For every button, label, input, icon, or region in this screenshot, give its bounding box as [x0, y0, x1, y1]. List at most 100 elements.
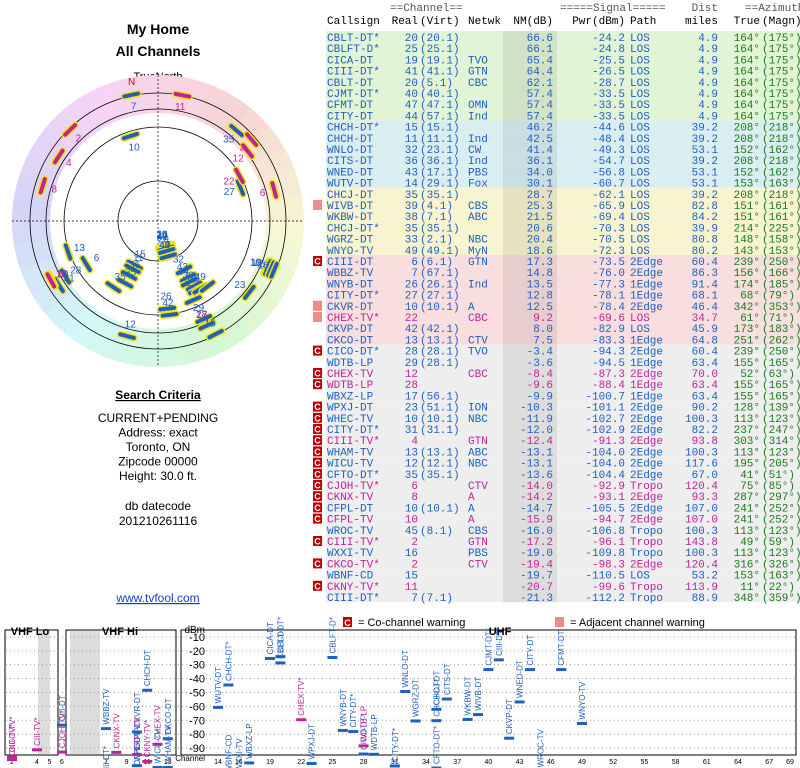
x-tick-label: 40	[485, 759, 493, 766]
station-label: CKNX-TV	[112, 713, 121, 749]
table-cell: -77.3	[592, 279, 625, 291]
table-cell: -14.0	[520, 481, 553, 493]
nm-column	[503, 31, 557, 603]
table-cell: -24.2	[592, 33, 625, 45]
table-cell: 35	[405, 470, 418, 482]
table-cell: (166°)	[762, 268, 800, 280]
station-label: CICO-DT*	[360, 714, 369, 750]
table-cell: Tropo	[630, 537, 663, 549]
table-cell: 251°	[734, 335, 760, 347]
table-cell: 214°	[734, 223, 760, 235]
table-cell: (5.1)	[420, 78, 453, 90]
co-channel-warning	[313, 345, 322, 356]
signal-marker	[184, 295, 202, 305]
power-bar	[275, 661, 286, 665]
search-line: Toronto, ON	[126, 440, 191, 454]
station-label: CKCO-DT	[164, 698, 173, 735]
marker-channel: 15	[135, 249, 147, 260]
table-cell: 2Edge	[630, 369, 663, 381]
row-background	[326, 187, 800, 199]
signal-marker	[63, 123, 78, 137]
table-cell: 17.3	[527, 257, 553, 269]
signal-marker	[234, 167, 245, 184]
table-cell: 241°	[734, 503, 760, 515]
table-cell: (8.1)	[420, 526, 453, 538]
adjacent-warning	[313, 200, 322, 210]
table-cell: -104.4	[585, 470, 625, 482]
row-background	[326, 154, 800, 166]
table-cell: (36.1)	[420, 156, 460, 168]
station-label: CBLFT-D*	[328, 617, 337, 653]
table-cell: 152°	[734, 145, 760, 157]
signal-marker	[59, 268, 72, 285]
co-channel-warning	[313, 536, 322, 546]
adjacent-warning	[313, 312, 322, 322]
table-cell: CITY-DT*	[327, 291, 380, 303]
station-label: WXXI-TV	[235, 738, 244, 768]
north-mark: N	[128, 77, 135, 88]
table-cell: (51.1)	[420, 403, 460, 415]
table-cell: (7.1)	[420, 212, 453, 224]
marker-channel: 15	[205, 318, 217, 329]
x-label: Channel	[175, 754, 205, 763]
table-cell: 2Edge	[630, 459, 663, 471]
column-header: Netwk	[468, 16, 501, 28]
table-cell: -9.9	[527, 391, 553, 403]
table-cell: (23.1)	[420, 145, 460, 157]
table-cell: 113°	[734, 548, 760, 560]
x-tick-label: 64	[734, 759, 742, 766]
table-cell: 15	[405, 571, 418, 583]
table-cell: 36	[405, 156, 418, 168]
signal-marker	[38, 177, 47, 195]
table-cell: ABC	[468, 212, 488, 224]
table-cell: 2Edge	[630, 425, 663, 437]
table-cell: 65.4	[527, 55, 554, 67]
signal-marker	[179, 272, 197, 283]
marker-channel: 28	[70, 265, 82, 276]
table-cell: 39.9	[692, 223, 718, 235]
station-label: CBLT-DT*	[276, 617, 285, 653]
table-cell: (15.1)	[420, 123, 460, 135]
row-background	[326, 512, 800, 524]
power-bar	[556, 668, 567, 672]
marker-channel: 29	[193, 303, 205, 314]
table-cell: -93.1	[592, 492, 625, 504]
table-cell: 128°	[734, 403, 760, 415]
table-cell: 20	[405, 78, 418, 90]
row-background	[326, 53, 800, 65]
table-cell: (67.1)	[420, 268, 460, 280]
table-cell: (161°)	[762, 212, 800, 224]
table-cell: TVO	[468, 55, 488, 67]
table-cell: -25.5	[592, 55, 625, 67]
table-cell: 27	[405, 291, 418, 303]
table-cell: 88.9	[692, 593, 718, 605]
marker-channel: 4	[66, 158, 72, 169]
row-background	[326, 568, 800, 580]
table-cell: 16	[405, 548, 418, 560]
table-cell: WBBZ-TV	[327, 268, 374, 280]
table-cell: CHCJ-DT*	[327, 223, 380, 235]
table-cell: CFTO-DT*	[327, 470, 380, 482]
table-cell: -87.3	[592, 369, 625, 381]
table-cell: (47.1)	[420, 100, 460, 112]
co-channel-warning	[313, 435, 322, 446]
table-cell: (162°)	[762, 167, 800, 179]
table-cell: 67.0	[692, 470, 718, 482]
co-channel-mark: C	[314, 425, 321, 435]
site-link[interactable]: www.tvfool.com	[115, 591, 199, 605]
table-cell: 4.9	[698, 33, 718, 45]
row-background	[326, 98, 800, 110]
station-label: CFMT-DT	[557, 630, 566, 665]
table-cell: -69.4	[592, 212, 625, 224]
compass-ring	[14, 171, 57, 203]
table-cell: 208°	[734, 123, 760, 135]
adjacent-warning	[313, 300, 322, 311]
marker-channel: 20	[156, 229, 168, 240]
table-cell: 7.5	[533, 335, 553, 347]
table-cell: CIII-DT*	[327, 593, 380, 605]
station-label: WNLO-DT	[401, 650, 410, 687]
table-cell: -12.4	[520, 436, 553, 448]
table-cell: -49.3	[592, 145, 625, 157]
table-cell: -101.1	[585, 403, 625, 415]
